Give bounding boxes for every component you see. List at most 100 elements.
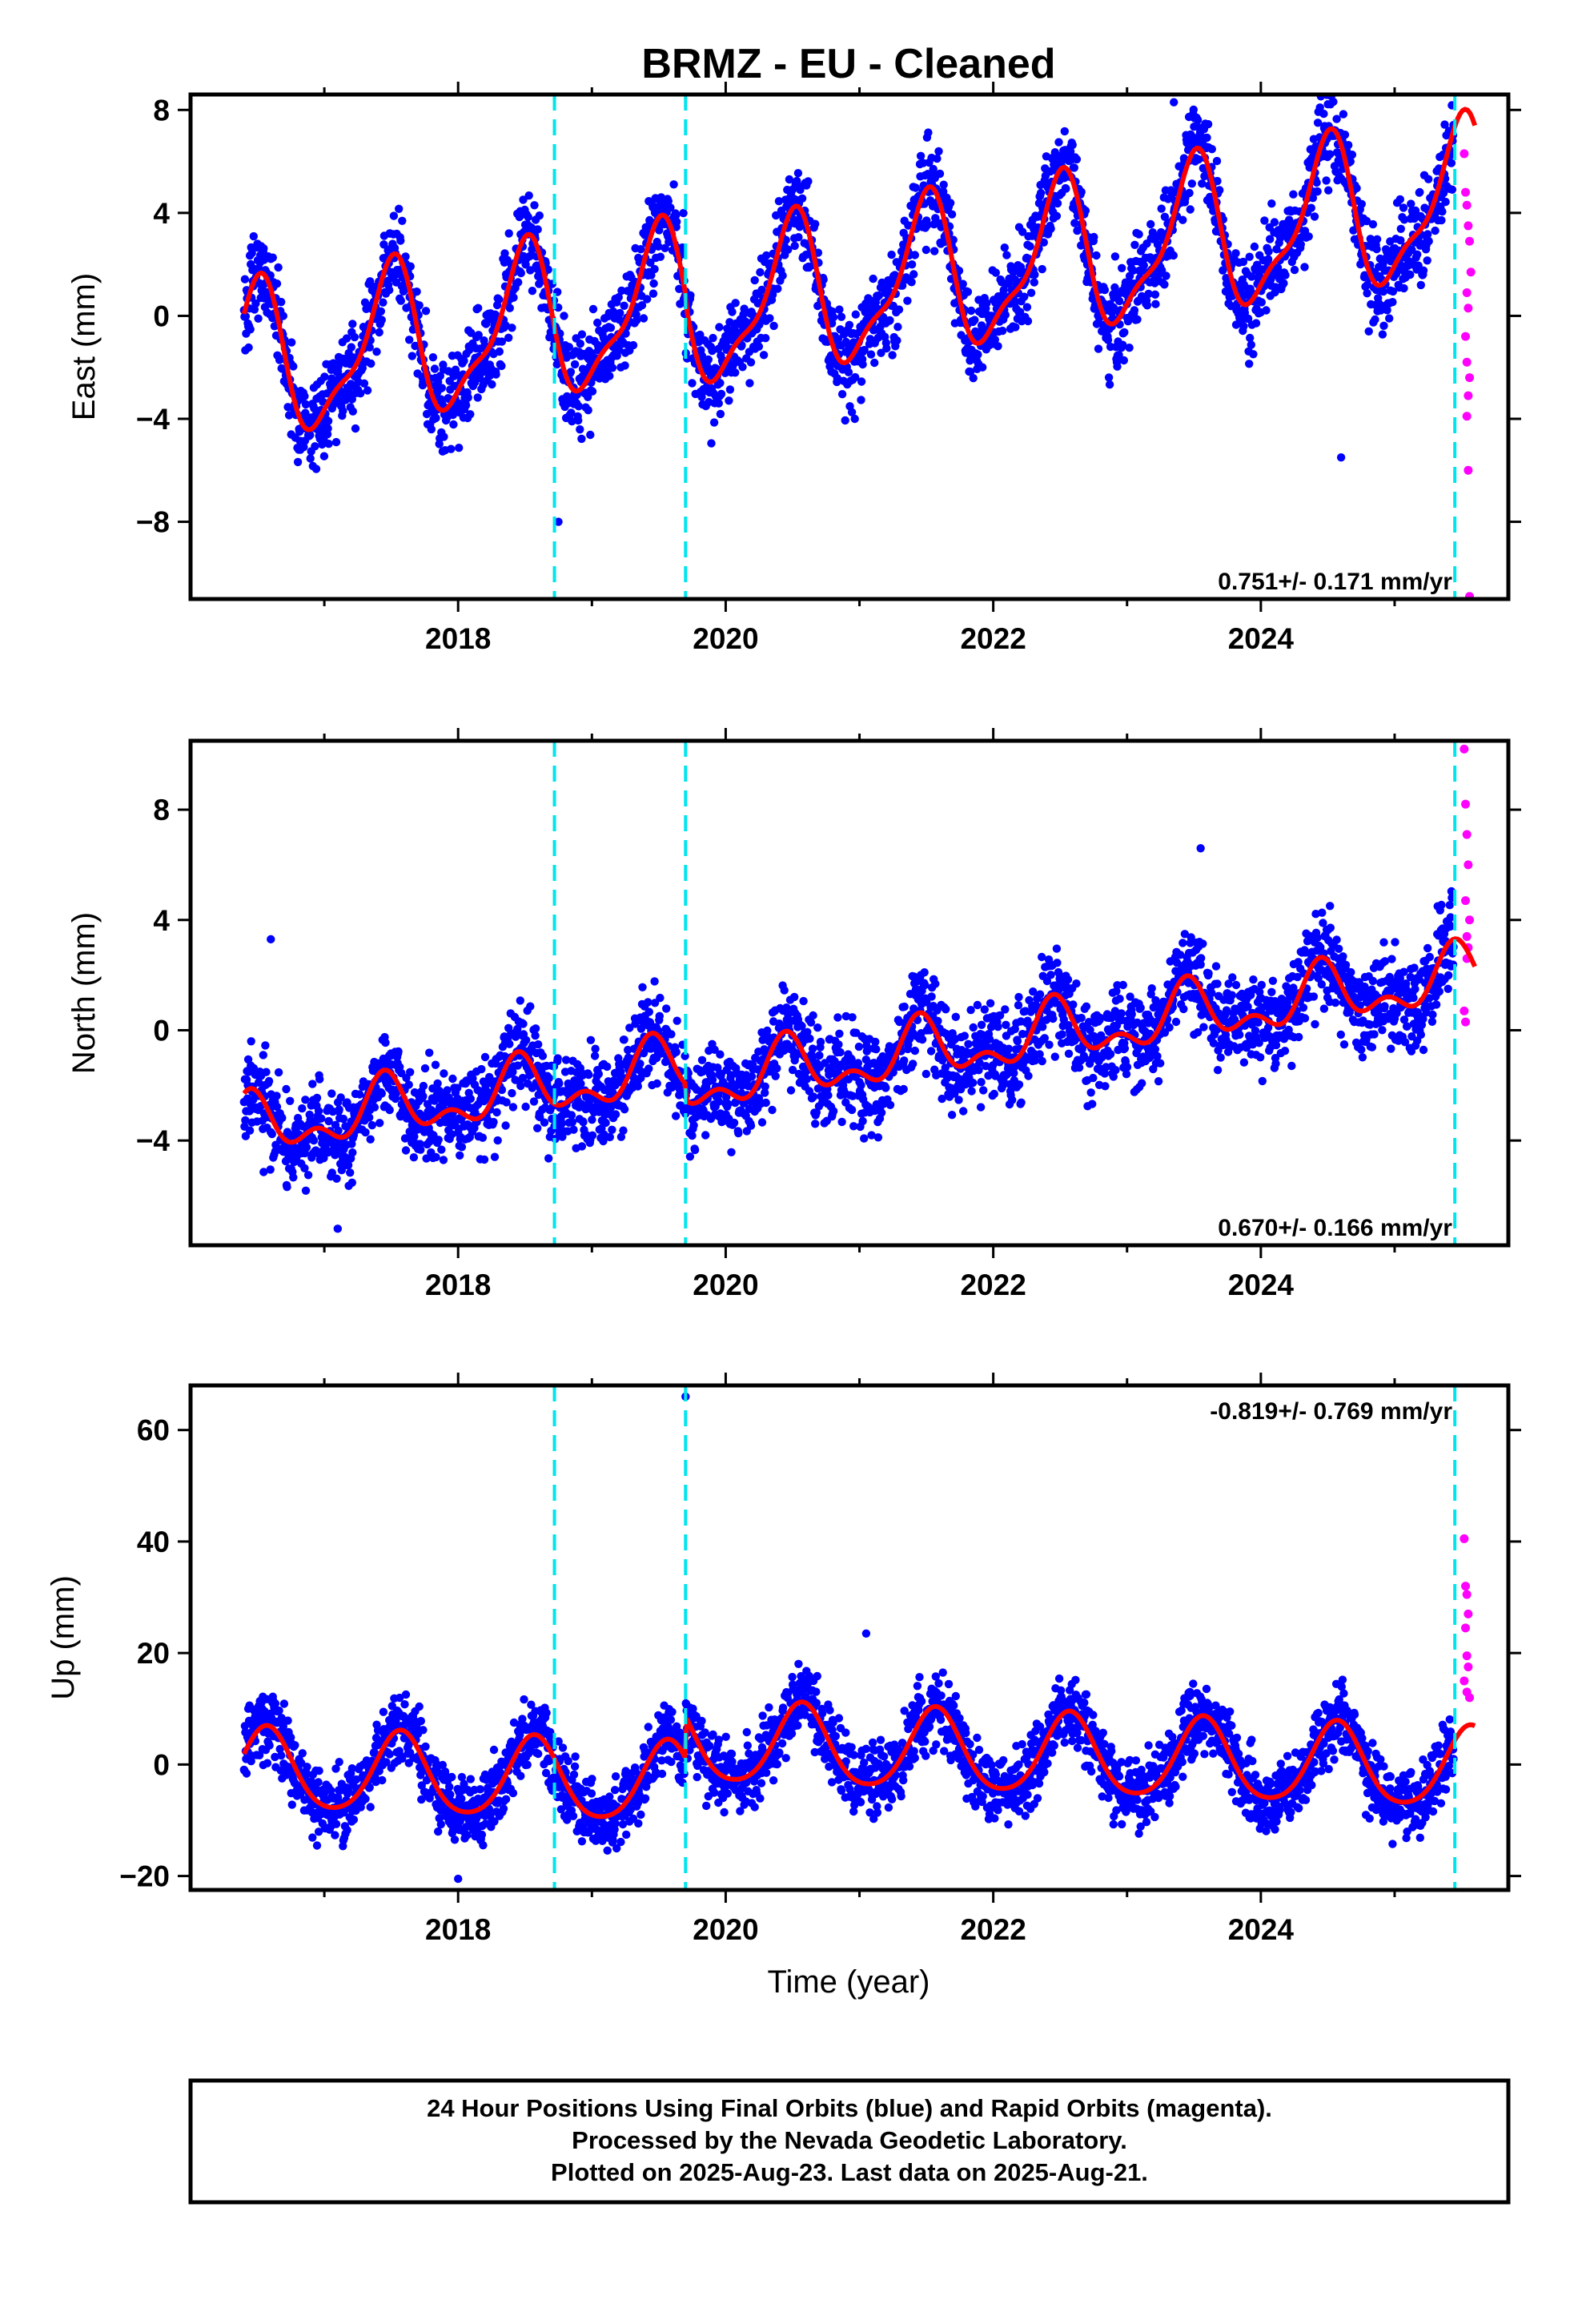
final-orbit-point [649, 279, 658, 288]
final-orbit-point [830, 1057, 839, 1066]
final-orbit-point [804, 177, 813, 186]
final-orbit-point [802, 1075, 811, 1084]
final-orbit-point [882, 344, 891, 353]
final-orbit-point [624, 1045, 632, 1055]
final-orbit-point [690, 1145, 700, 1155]
final-orbit-point [440, 432, 448, 441]
final-orbit-point [938, 1094, 946, 1104]
final-orbit-point [727, 1148, 736, 1157]
final-orbit-point [1335, 81, 1343, 89]
final-orbit-point [1151, 300, 1160, 308]
final-orbit-point [1052, 944, 1062, 953]
final-orbit-point [982, 1062, 990, 1071]
final-orbit-point [466, 410, 475, 419]
final-orbit-point [1080, 1053, 1089, 1063]
final-orbit-point [837, 1117, 846, 1127]
final-orbit-point [348, 1148, 357, 1157]
final-orbit-point [568, 416, 576, 426]
final-orbit-point [813, 1023, 822, 1032]
final-orbit-point [636, 1024, 646, 1033]
final-orbit-point [493, 1136, 502, 1145]
final-orbit-point [246, 325, 255, 334]
final-orbit-point [646, 258, 655, 267]
final-orbit-point [1266, 235, 1275, 243]
final-orbit-point [370, 1103, 379, 1112]
final-orbit-point [650, 264, 659, 274]
final-orbit-point [504, 1023, 513, 1033]
final-orbit-point [1129, 266, 1138, 275]
final-orbit-point [385, 1105, 394, 1115]
final-orbit-point [1114, 296, 1124, 306]
final-orbit-point [647, 271, 656, 279]
final-orbit-point [449, 420, 458, 429]
final-orbit-point [873, 1133, 883, 1142]
final-orbit-point [528, 287, 537, 296]
final-orbit-point [377, 316, 386, 324]
final-orbit-point [1290, 265, 1299, 275]
final-orbit-point [381, 1038, 390, 1047]
final-orbit-point [608, 1125, 616, 1135]
final-orbit-point [1296, 240, 1306, 249]
final-orbit-point [1054, 138, 1063, 147]
final-orbit-point [1368, 219, 1378, 229]
final-orbit-point [361, 1128, 370, 1137]
final-orbit-point [302, 1143, 311, 1152]
final-orbit-point [1119, 356, 1129, 365]
final-orbit-point [637, 301, 647, 310]
final-orbit-point [959, 1107, 968, 1116]
final-orbit-point [1193, 115, 1203, 124]
final-orbit-point [593, 318, 602, 328]
final-orbit-point [1388, 287, 1398, 296]
final-orbit-point [1144, 289, 1153, 299]
final-orbit-point [939, 187, 948, 196]
final-orbit-point [314, 1107, 323, 1116]
final-orbit-point [560, 312, 568, 320]
final-orbit-point [716, 1050, 725, 1059]
final-orbit-point [1239, 322, 1248, 331]
final-orbit-point [286, 1096, 295, 1106]
final-orbit-point [339, 407, 347, 416]
final-orbit-point [1082, 1002, 1091, 1011]
final-orbit-point [835, 305, 844, 314]
final-orbit-point [1110, 252, 1120, 261]
final-orbit-point [951, 1012, 961, 1022]
final-orbit-point [1010, 1068, 1018, 1078]
final-orbit-point [504, 333, 513, 342]
final-orbit-point [614, 293, 623, 302]
final-orbit-point [516, 996, 524, 1005]
final-orbit-point [586, 430, 595, 440]
final-orbit-point [1438, 207, 1447, 216]
final-orbit-point [707, 439, 716, 448]
final-orbit-point [363, 386, 372, 395]
y-axis-label: East (mm) [66, 273, 102, 420]
final-orbit-point [1052, 211, 1062, 220]
final-orbit-point [1038, 1056, 1046, 1066]
final-orbit-point [1038, 264, 1046, 274]
final-orbit-point [709, 333, 717, 343]
final-orbit-point [731, 368, 740, 377]
final-orbit-point [1315, 103, 1324, 112]
final-orbit-point [457, 1143, 467, 1152]
final-orbit-point [1289, 190, 1298, 199]
final-orbit-point [977, 1078, 986, 1087]
final-orbit-point [1103, 336, 1113, 344]
final-orbit-point [516, 1081, 525, 1091]
final-orbit-point [809, 1092, 818, 1101]
final-orbit-point [570, 360, 580, 369]
final-orbit-point [1029, 987, 1038, 996]
final-orbit-point [974, 350, 982, 359]
final-orbit-point [529, 1097, 539, 1106]
final-orbit-point [564, 343, 573, 352]
final-orbit-point [1310, 212, 1319, 221]
final-orbit-point [616, 1068, 625, 1076]
final-orbit-point [1118, 263, 1126, 272]
final-orbit-point [1319, 109, 1328, 119]
final-orbit-point [874, 291, 884, 300]
final-orbit-point [1160, 280, 1169, 289]
final-orbit-point [990, 1089, 999, 1099]
final-orbit-point [306, 454, 315, 463]
final-orbit-point [259, 1051, 267, 1059]
final-orbit-point [516, 268, 525, 278]
final-orbit-point [1094, 344, 1103, 353]
